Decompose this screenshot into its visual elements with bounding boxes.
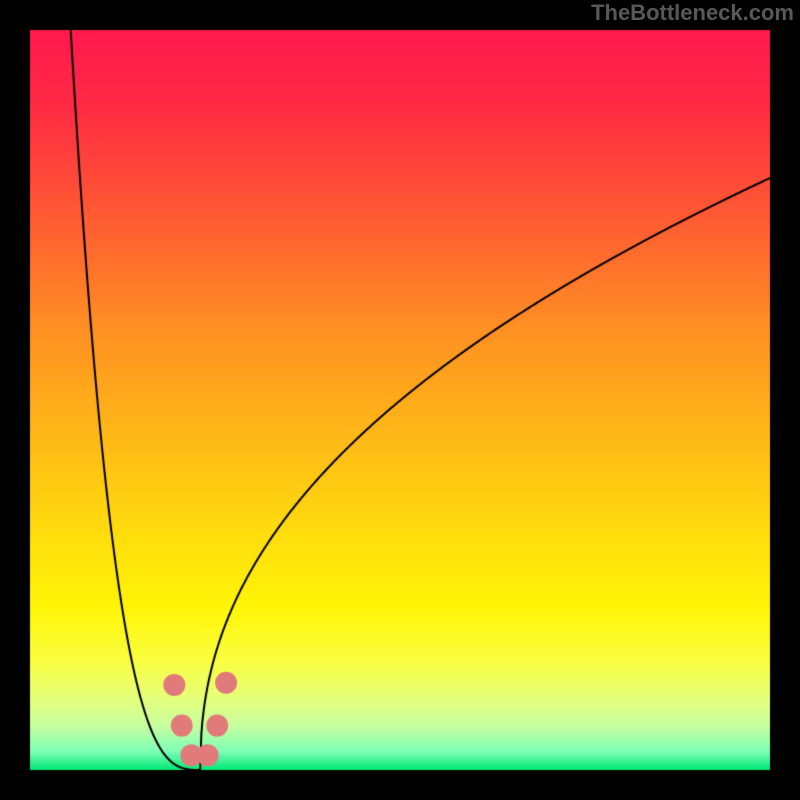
bottleneck-chart: TheBottleneck.com <box>0 0 800 800</box>
chart-canvas <box>0 0 800 800</box>
